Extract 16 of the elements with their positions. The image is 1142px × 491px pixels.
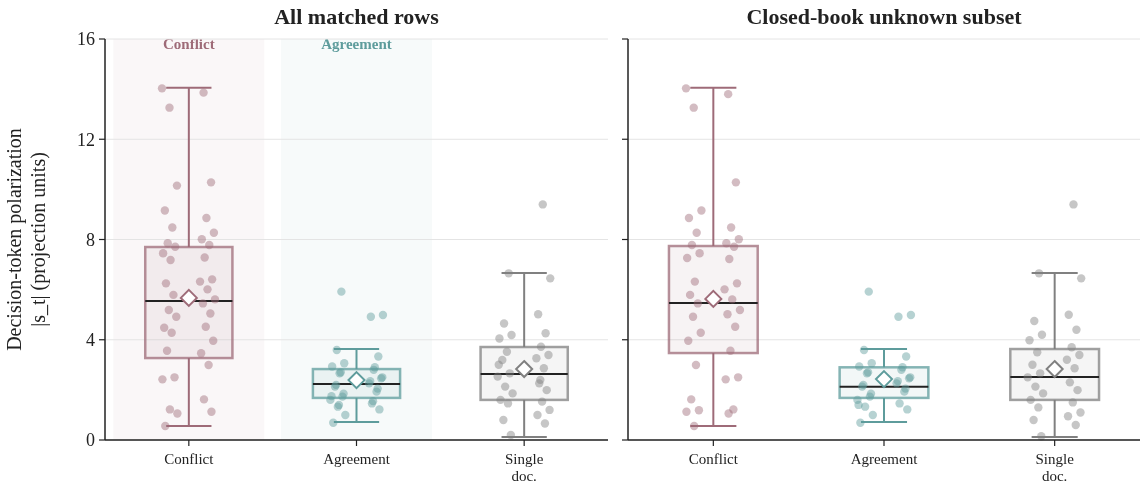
y-tick-label: 4 bbox=[86, 330, 95, 351]
y-tick-label: 8 bbox=[86, 229, 95, 250]
chart-title: Closed-book unknown subset bbox=[746, 4, 1023, 29]
y-tick-label: 12 bbox=[77, 129, 95, 150]
x-tick-label: Agreement bbox=[850, 451, 919, 467]
x-tick-label: Agreement bbox=[323, 451, 391, 467]
x-tick-label: Conflict bbox=[164, 451, 215, 467]
y-axis-title: Decision-token polarization |s_t| (projection units) bbox=[3, 128, 50, 351]
chart-title: All matched rows bbox=[274, 4, 440, 29]
x-tick-label: Single doc. bbox=[504, 451, 544, 484]
y-tick-label: 16 bbox=[77, 29, 95, 50]
band-label: Conflict bbox=[163, 36, 215, 52]
x-tick-label: Single doc. bbox=[1035, 451, 1075, 484]
x-tick-label: Conflict bbox=[688, 451, 739, 467]
y-tick-label: 0 bbox=[86, 430, 95, 451]
band-label: Agreement bbox=[321, 36, 392, 52]
